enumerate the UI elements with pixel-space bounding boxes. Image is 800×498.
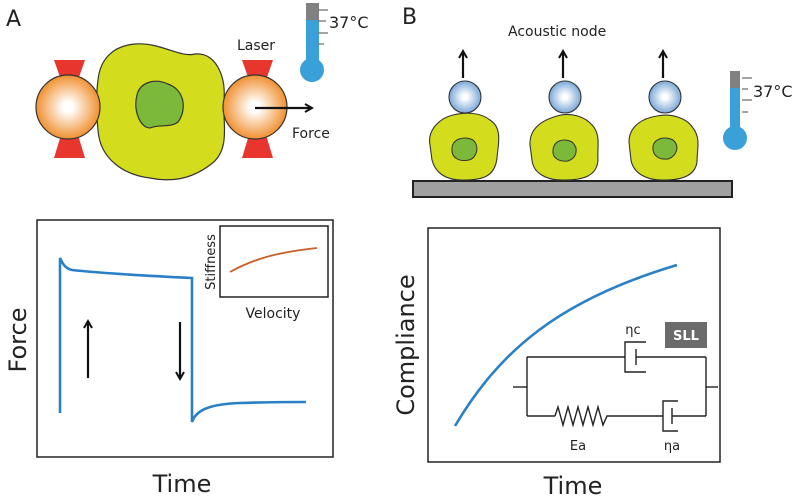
inset-xlabel: Velocity <box>246 306 301 322</box>
chart-frame <box>36 219 334 458</box>
force-curve <box>58 257 307 423</box>
sll-badge <box>665 322 707 348</box>
temperature-label-b: 37°C <box>753 82 793 101</box>
cell-group-3 <box>628 52 699 181</box>
laser-beam-left-bottom <box>54 135 85 158</box>
inset-ylabel: Stiffness <box>204 234 219 290</box>
eta-a-label: ηa <box>664 439 680 454</box>
stiffness-curve <box>229 247 318 273</box>
panel-a-label: A <box>6 7 21 32</box>
time-axis-label-a: Time <box>152 470 212 498</box>
cell-group-1 <box>429 52 500 181</box>
inset-frame <box>219 225 329 298</box>
compliance-time-chart: SLL ηc Ea ηa Compliance Time <box>392 227 721 498</box>
thermometer-icon <box>723 71 752 150</box>
force-time-chart: Stiffness Velocity Force Time <box>4 219 334 498</box>
compliance-curve <box>453 263 678 427</box>
nucleus <box>135 80 184 129</box>
compliance-axis-label: Compliance <box>392 274 420 415</box>
sll-circuit <box>513 341 718 432</box>
optical-trap-schematic: Laser Force <box>35 38 330 181</box>
laser-label: Laser <box>237 38 275 54</box>
panel-b-label: B <box>402 5 417 30</box>
substrate <box>412 180 733 198</box>
temperature-label-a: 37°C <box>329 13 369 32</box>
laser-beam-left-top <box>54 60 85 80</box>
eta-c-label: ηc <box>625 323 640 338</box>
spring-ea <box>554 404 663 428</box>
force-axis-label: Force <box>4 308 32 373</box>
acoustic-node-label: Acoustic node <box>508 24 606 40</box>
laser-beam-right-bottom <box>242 135 273 158</box>
chart-frame <box>427 227 721 463</box>
thermometer-icon <box>300 3 328 82</box>
cell-group-2 <box>529 52 599 181</box>
force-label: Force <box>292 126 330 142</box>
ea-label: Ea <box>570 439 586 454</box>
acoustic-schematic <box>412 52 733 198</box>
time-axis-label-b: Time <box>543 472 603 498</box>
sll-badge-label: SLL <box>673 329 699 344</box>
bead-left <box>35 74 101 140</box>
